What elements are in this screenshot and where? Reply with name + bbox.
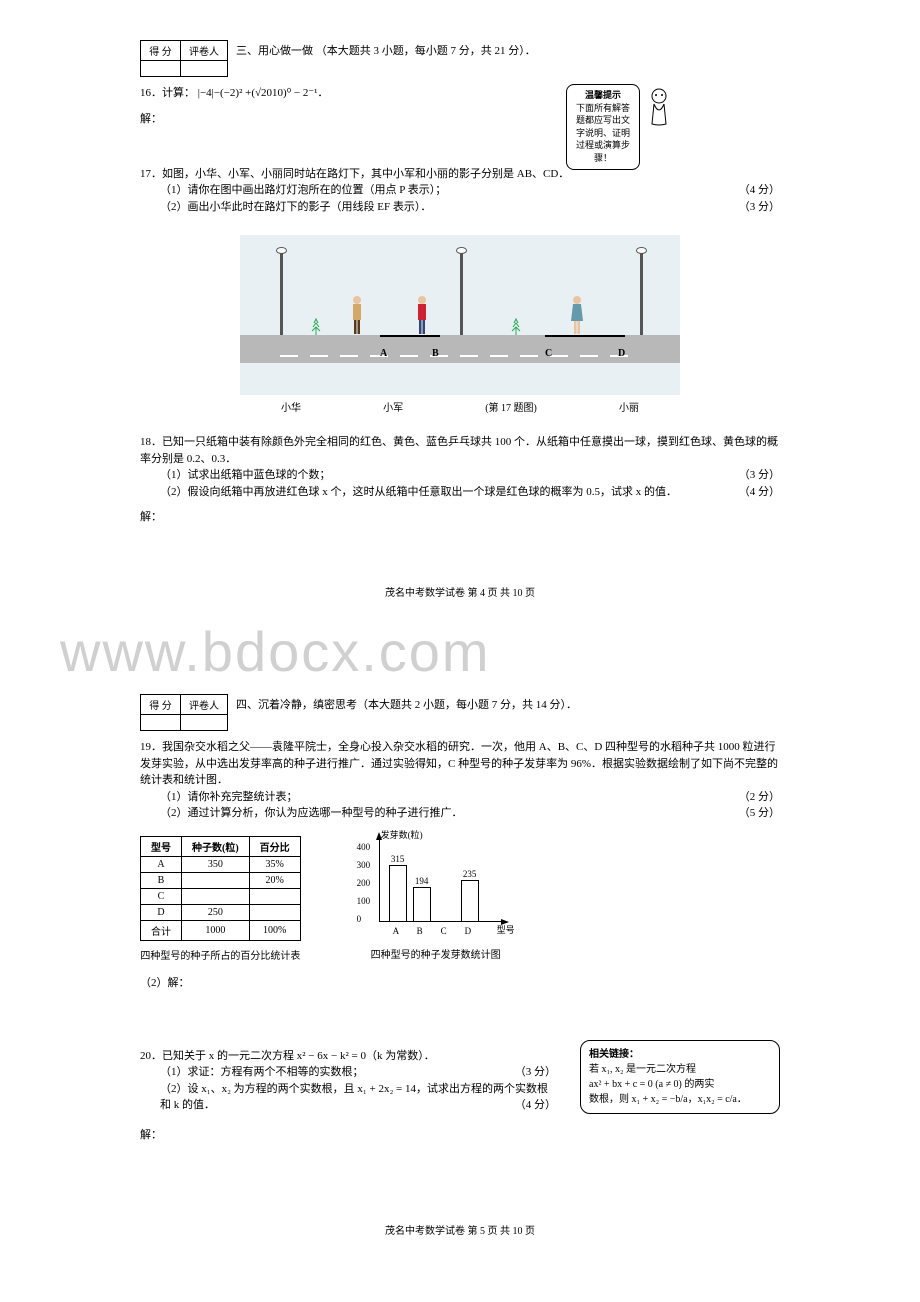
q20-text: 20．已知关于 x 的一元二次方程 x² − 6x − k² = 0（k 为常数… — [140, 1050, 435, 1062]
q18-answer: 解： — [140, 508, 780, 524]
q18-text: 18．已知一只纸箱中装有除颜色外完全相同的红色、黄色、蓝色乒乓球共 100 个．… — [140, 434, 780, 467]
q19-table-caption: 四种型号的种子所占的百分比统计表 — [140, 947, 301, 962]
th-count: 种子数(粒) — [182, 836, 250, 856]
q17-sub1: （1）请你在图中画出路灯灯泡所在的位置（用点 P 表示）； — [160, 184, 446, 196]
person-li — [570, 295, 584, 335]
q17: 17．如图，小华、小军、小丽同时站在路灯下，其中小军和小丽的影子分别是 AB、C… — [140, 166, 780, 216]
section3-title: 三、用心做一做 （本大题共 3 小题，每小题 7 分，共 21 分）． — [236, 40, 536, 58]
q19-pts2: （5 分） — [739, 805, 780, 822]
score-col1: 得 分 — [141, 41, 181, 61]
hint-body: 下面所有解答题都应写出文字说明、证明过程或演算步骤！ — [573, 102, 633, 165]
caption-li: 小丽 — [619, 399, 639, 414]
q20: 20．已知关于 x 的一元二次方程 x² − 6x − k² = 0（k 为常数… — [140, 1048, 556, 1114]
th-model: 型号 — [141, 836, 182, 856]
caption-hua: 小华 — [281, 399, 301, 414]
relate-body2: ax² + bx + c = 0 (a ≠ 0) 的两实 — [589, 1077, 771, 1092]
q17-pts1: （4 分） — [739, 182, 780, 199]
hint-title: 温馨提示 — [573, 89, 633, 102]
cartoon-icon — [644, 86, 674, 126]
score-col2: 评卷人 — [181, 41, 228, 61]
page-footer-5: 茂名中考数学试卷 第 5 页 共 10 页 — [140, 1222, 780, 1237]
caption-fig: (第 17 题图) — [485, 399, 537, 414]
watermark: www.bdocx.com — [60, 619, 780, 684]
relate-body3: 数根，则 x₁ + x₂ = −b/a，x₁x₂ = c/a． — [589, 1092, 771, 1107]
score-table-3: 得 分评卷人 — [140, 40, 228, 77]
score-table-4: 得 分评卷人 — [140, 694, 228, 731]
label-a: A — [380, 348, 387, 359]
q16-text: 16．计算： — [140, 87, 195, 99]
xlabel: 型号 — [497, 923, 515, 936]
q17-pts2: （3 分） — [739, 199, 780, 216]
q19-chart-caption: 四种型号的种子发芽数统计图 — [351, 946, 521, 961]
q19-text: 19．我国杂交水稻之父——袁隆平院士，全身心投入杂交水稻的研究．一次，他用 A、… — [140, 739, 780, 789]
q18-sub1: （1）试求出纸箱中蓝色球的个数； — [160, 469, 331, 481]
q19-answer2: （2）解： — [140, 974, 780, 990]
relate-box: 相关链接： 若 x₁, x₂ 是一元二次方程 ax² + bx + c = 0 … — [580, 1040, 780, 1114]
q20-sub2: （2）设 x₁、x₂ 为方程的两个实数根，且 x₁ + 2x₂ = 14，试求出… — [160, 1083, 548, 1112]
page-footer-4: 茂名中考数学试卷 第 4 页 共 10 页 — [140, 584, 780, 599]
relate-title: 相关链接： — [589, 1047, 771, 1062]
person-hua — [350, 295, 364, 335]
label-b: B — [432, 348, 439, 359]
q18-pts1: （3 分） — [739, 467, 780, 484]
hint-box: 温馨提示 下面所有解答题都应写出文字说明、证明过程或演算步骤！ — [566, 84, 640, 170]
q20-pts1: （3 分） — [515, 1064, 556, 1081]
bar-a: 315 — [389, 865, 407, 922]
q19-chart: 发芽数(粒) 型号 0 100 200 300 400 315 194 235 … — [351, 830, 521, 960]
q19-sub1: （1）请你补充完整统计表； — [160, 791, 298, 803]
section4-title: 四、沉着冷静，缜密思考（本大题共 2 小题，每小题 7 分，共 14 分）． — [236, 694, 577, 712]
bar-d: 235 — [461, 880, 479, 922]
q20-answer: 解： — [140, 1126, 780, 1142]
caption-jun: 小军 — [383, 399, 403, 414]
q19: 19．我国杂交水稻之父——袁隆平院士，全身心投入杂交水稻的研究．一次，他用 A、… — [140, 739, 780, 822]
q18-pts2: （4 分） — [739, 484, 780, 501]
q19-pts1: （2 分） — [739, 789, 780, 806]
q18-sub2: （2）假设向纸箱中再放进红色球 x 个，这时从纸箱中任意取出一个球是红色球的概率… — [160, 486, 677, 498]
label-c: C — [545, 348, 552, 359]
relate-body1: 若 x₁, x₂ 是一元二次方程 — [589, 1062, 771, 1077]
th-pct: 百分比 — [249, 836, 300, 856]
ylabel: 发芽数(粒) — [381, 828, 423, 841]
label-d: D — [618, 348, 625, 359]
q16-formula: |−4|−(−2)² +(√2010)⁰ − 2⁻¹． — [198, 87, 329, 99]
q16-answer: 解： — [140, 110, 780, 126]
q19-sub2: （2）通过计算分析，你认为应选哪一种型号的种子进行推广． — [160, 807, 463, 819]
person-jun — [415, 295, 429, 335]
q19-table: 型号 种子数(粒) 百分比 A35035% B20% C D250 合计1000… — [140, 836, 301, 941]
q18: 18．已知一只纸箱中装有除颜色外完全相同的红色、黄色、蓝色乒乓球共 100 个．… — [140, 434, 780, 500]
q17-figure: A B C D 小华 小军 (第 17 题图) 小丽 — [140, 235, 780, 414]
q17-text: 17．如图，小华、小军、小丽同时站在路灯下，其中小军和小丽的影子分别是 AB、C… — [140, 166, 780, 183]
q17-sub2: （2）画出小华此时在路灯下的影子（用线段 EF 表示）． — [160, 201, 431, 213]
q20-pts2: （4 分） — [515, 1097, 556, 1114]
q20-sub1: （1）求证：方程有两个不相等的实数根； — [160, 1066, 364, 1078]
bar-b: 194 — [413, 887, 431, 922]
q16: 16．计算： |−4|−(−2)² +(√2010)⁰ − 2⁻¹． — [140, 85, 780, 102]
